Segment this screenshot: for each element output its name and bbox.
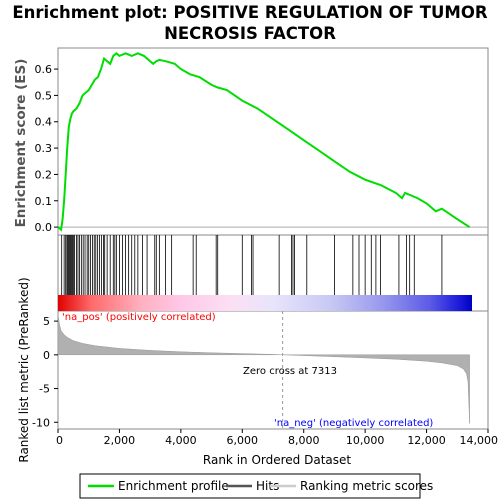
legend: Enrichment profile Hits Ranking metric s…: [79, 473, 433, 499]
x-tick-label: 12,000: [407, 434, 446, 447]
es-tick-label: 0.6: [35, 63, 53, 76]
legend-es-label: Enrichment profile: [118, 479, 229, 493]
zero-cross-label: Zero cross at 7313: [243, 366, 337, 377]
chart-title-line1: Enrichment plot: POSITIVE REGULATION OF …: [12, 3, 488, 22]
metric-panel: [57, 310, 489, 430]
ranking-metric-area: [57, 314, 470, 424]
x-tick-label: 2,000: [104, 434, 136, 447]
es-tick-label: 0.3: [35, 142, 53, 155]
es-panel: [57, 47, 489, 236]
x-tick-label: 0: [56, 434, 63, 447]
x-axis-label: Rank in Ordered Dataset: [203, 453, 351, 467]
es-axis-label: Enrichment score (ES): [13, 59, 29, 228]
metric-tick-label: 0: [43, 349, 50, 362]
ranking-color-bar: [58, 295, 472, 311]
neg-label: 'na_neg' (negatively correlated): [274, 418, 433, 429]
es-tick-label: 0.0: [35, 221, 53, 234]
enrichment-profile-line: [57, 51, 471, 232]
x-tick-label: 14,000: [460, 434, 499, 447]
pos-label: 'na_pos' (positively correlated): [62, 312, 216, 323]
legend-metric-label: Ranking metric scores: [300, 479, 433, 493]
metric-tick-label: -5: [39, 383, 50, 396]
es-tick-label: 0.4: [35, 116, 53, 129]
metric-tick-label: -10: [32, 416, 50, 429]
metric-tick-label: 5: [43, 315, 50, 328]
x-tick-label: 8,000: [288, 434, 320, 447]
x-tick-label: 10,000: [346, 434, 385, 447]
metric-axis-label: Ranked list metric (PreRanked): [17, 277, 31, 462]
es-tick-label: 0.5: [35, 89, 53, 102]
es-tick-label: 0.2: [35, 168, 53, 181]
x-tick-label: 6,000: [227, 434, 259, 447]
legend-hits-label: Hits: [256, 479, 279, 493]
x-tick-label: 4,000: [165, 434, 197, 447]
es-tick-label: 0.1: [35, 195, 53, 208]
